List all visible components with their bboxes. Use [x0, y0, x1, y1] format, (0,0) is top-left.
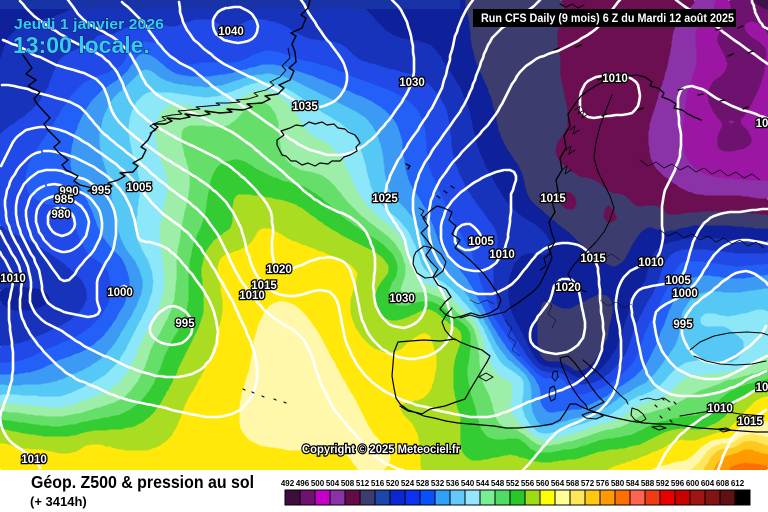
svg-text:604: 604: [701, 479, 715, 488]
svg-text:536: 536: [446, 479, 460, 488]
svg-text:995: 995: [175, 318, 195, 330]
svg-text:Copyright © 2025 Meteociel.fr: Copyright © 2025 Meteociel.fr: [302, 444, 461, 456]
svg-text:580: 580: [611, 479, 625, 488]
svg-text:13:00 locale.: 13:00 locale.: [13, 32, 150, 58]
svg-text:600: 600: [686, 479, 700, 488]
svg-text:500: 500: [311, 479, 325, 488]
svg-text:980: 980: [51, 209, 70, 221]
svg-text:1010: 1010: [707, 403, 733, 415]
svg-text:1035: 1035: [292, 101, 318, 113]
svg-text:1010: 1010: [0, 273, 26, 285]
svg-text:1030: 1030: [389, 293, 415, 305]
svg-text:572: 572: [581, 479, 595, 488]
svg-text:512: 512: [356, 479, 370, 488]
svg-text:1010: 1010: [239, 290, 265, 302]
svg-text:1010: 1010: [638, 257, 664, 269]
svg-text:1015: 1015: [540, 193, 566, 205]
svg-text:Run CFS Daily (9 mois) 6 Z du: Run CFS Daily (9 mois) 6 Z du Mardi 12 a…: [481, 11, 734, 25]
svg-text:556: 556: [521, 479, 535, 488]
svg-text:548: 548: [491, 479, 505, 488]
svg-text:1000: 1000: [107, 287, 133, 299]
svg-text:Jeudi 1 janvier 2026: Jeudi 1 janvier 2026: [14, 16, 164, 33]
svg-text:1030: 1030: [399, 77, 425, 89]
svg-text:1020: 1020: [266, 264, 292, 276]
svg-text:540: 540: [461, 479, 475, 488]
svg-text:576: 576: [596, 479, 610, 488]
svg-text:516: 516: [371, 479, 385, 488]
svg-text:544: 544: [476, 479, 490, 488]
svg-text:1005: 1005: [126, 182, 152, 194]
svg-text:564: 564: [551, 479, 565, 488]
svg-text:496: 496: [296, 479, 310, 488]
svg-text:995: 995: [673, 319, 693, 331]
svg-text:990: 990: [59, 186, 78, 198]
svg-text:612: 612: [731, 479, 745, 488]
svg-text:508: 508: [341, 479, 355, 488]
svg-text:588: 588: [641, 479, 655, 488]
svg-text:1015: 1015: [737, 416, 763, 428]
svg-text:608: 608: [716, 479, 730, 488]
svg-text:528: 528: [416, 479, 430, 488]
svg-text:1010: 1010: [21, 454, 47, 466]
svg-text:568: 568: [566, 479, 580, 488]
svg-text:1010: 1010: [489, 249, 515, 261]
svg-text:524: 524: [401, 479, 415, 488]
svg-text:504: 504: [326, 479, 340, 488]
svg-text:10: 10: [756, 382, 768, 394]
svg-text:995: 995: [91, 185, 111, 197]
svg-text:10: 10: [756, 118, 768, 130]
svg-text:Géop. Z500 & pression au sol: Géop. Z500 & pression au sol: [31, 472, 254, 492]
svg-text:560: 560: [536, 479, 550, 488]
svg-text:584: 584: [626, 479, 640, 488]
svg-text:1020: 1020: [555, 282, 581, 294]
svg-text:596: 596: [671, 479, 685, 488]
svg-text:1025: 1025: [372, 193, 398, 205]
svg-text:1005: 1005: [468, 236, 494, 248]
svg-text:1000: 1000: [672, 288, 698, 300]
svg-text:520: 520: [386, 479, 400, 488]
svg-text:592: 592: [656, 479, 670, 488]
svg-text:1015: 1015: [251, 280, 277, 292]
svg-text:1010: 1010: [602, 73, 628, 85]
svg-text:985: 985: [54, 194, 74, 206]
svg-text:1005: 1005: [665, 275, 691, 287]
svg-text:1040: 1040: [218, 26, 244, 38]
svg-text:1015: 1015: [580, 253, 606, 265]
svg-text:532: 532: [431, 479, 445, 488]
svg-text:(+ 3414h): (+ 3414h): [30, 494, 87, 509]
svg-text:552: 552: [506, 479, 520, 488]
svg-text:492: 492: [281, 479, 295, 488]
